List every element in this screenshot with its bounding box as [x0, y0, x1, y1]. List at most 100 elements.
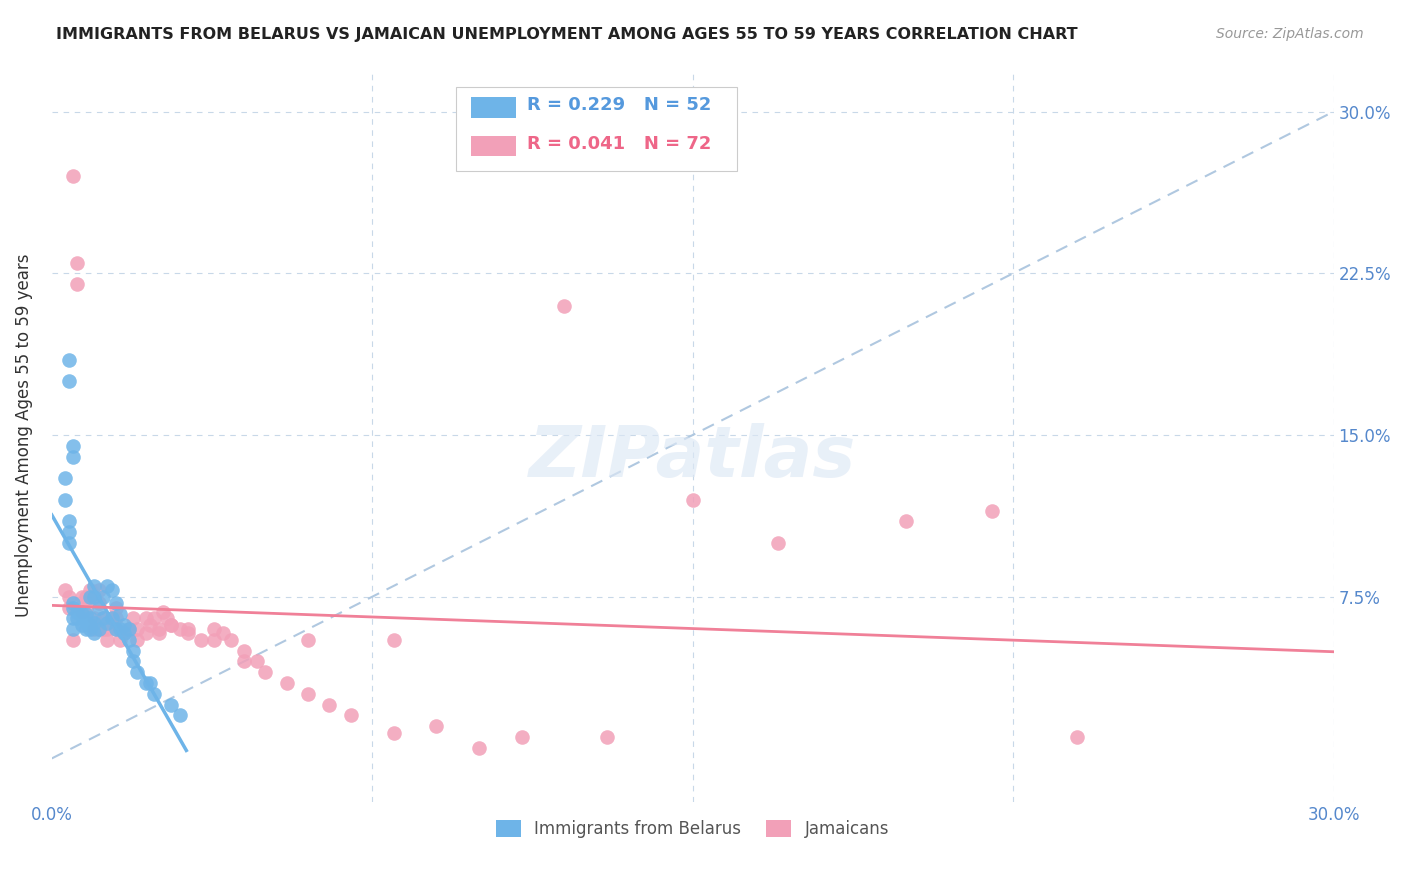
Point — [169, 622, 191, 636]
Point — [58, 524, 80, 539]
Point — [91, 622, 114, 636]
Point — [79, 622, 101, 636]
Point — [108, 607, 131, 621]
Point — [58, 374, 80, 388]
Point — [83, 622, 105, 636]
Point — [66, 277, 89, 292]
Point — [83, 590, 105, 604]
Point — [219, 632, 242, 647]
Point — [160, 698, 183, 712]
Point — [83, 611, 105, 625]
Point — [96, 632, 118, 647]
Point — [468, 740, 491, 755]
Point — [53, 583, 76, 598]
Point — [297, 687, 319, 701]
Point — [682, 492, 704, 507]
Point — [62, 600, 84, 615]
Point — [79, 583, 101, 598]
Point — [87, 600, 110, 615]
Point — [108, 622, 131, 636]
Point — [202, 622, 225, 636]
Point — [896, 514, 918, 528]
Point — [118, 622, 141, 636]
Point — [1066, 730, 1088, 744]
Point — [53, 471, 76, 485]
Point — [62, 632, 84, 647]
Point — [62, 611, 84, 625]
Point — [75, 607, 97, 621]
Point — [766, 536, 789, 550]
Point — [91, 590, 114, 604]
Point — [340, 708, 363, 723]
Point — [160, 617, 183, 632]
Point — [127, 622, 149, 636]
Point — [83, 579, 105, 593]
Point — [425, 719, 447, 733]
Point — [96, 615, 118, 630]
FancyBboxPatch shape — [456, 87, 738, 171]
Point — [83, 615, 105, 630]
Point — [62, 450, 84, 464]
Point — [122, 655, 145, 669]
Point — [596, 730, 619, 744]
Point — [118, 622, 141, 636]
Point — [135, 626, 157, 640]
Point — [177, 626, 200, 640]
Point — [246, 655, 269, 669]
Point — [70, 590, 93, 604]
Point — [66, 605, 89, 619]
Point — [62, 622, 84, 636]
Text: ZIPatlas: ZIPatlas — [529, 423, 856, 491]
Point — [169, 708, 191, 723]
Point — [91, 611, 114, 625]
Point — [70, 605, 93, 619]
Point — [66, 255, 89, 269]
Point — [143, 611, 166, 625]
Point — [100, 611, 122, 625]
Point — [62, 439, 84, 453]
Point — [118, 622, 141, 636]
Point — [122, 611, 145, 625]
Point — [553, 299, 575, 313]
Point — [202, 632, 225, 647]
Point — [58, 536, 80, 550]
Point — [91, 611, 114, 625]
Point — [75, 590, 97, 604]
Point — [112, 626, 135, 640]
Point — [70, 607, 93, 621]
Point — [100, 611, 122, 625]
Point — [510, 730, 533, 744]
Point — [58, 600, 80, 615]
Point — [96, 579, 118, 593]
Point — [139, 676, 162, 690]
Point — [135, 676, 157, 690]
Point — [135, 611, 157, 625]
Point — [62, 169, 84, 184]
Point — [152, 605, 174, 619]
Point — [276, 676, 298, 690]
Point — [79, 617, 101, 632]
Point — [148, 626, 170, 640]
Point — [211, 626, 233, 640]
Point — [96, 622, 118, 636]
Point — [75, 600, 97, 615]
Point — [62, 596, 84, 610]
Point — [382, 632, 405, 647]
Point — [254, 665, 277, 680]
Point — [980, 503, 1002, 517]
Point — [160, 617, 183, 632]
Point — [58, 590, 80, 604]
Legend: Immigrants from Belarus, Jamaicans: Immigrants from Belarus, Jamaicans — [489, 813, 896, 845]
FancyBboxPatch shape — [471, 97, 516, 118]
Point — [233, 655, 256, 669]
Point — [148, 622, 170, 636]
Point — [318, 698, 340, 712]
Point — [143, 687, 166, 701]
Point — [75, 622, 97, 636]
Point — [127, 632, 149, 647]
Point — [104, 611, 127, 625]
Point — [79, 590, 101, 604]
Point — [104, 600, 127, 615]
Point — [118, 632, 141, 647]
Point — [112, 617, 135, 632]
